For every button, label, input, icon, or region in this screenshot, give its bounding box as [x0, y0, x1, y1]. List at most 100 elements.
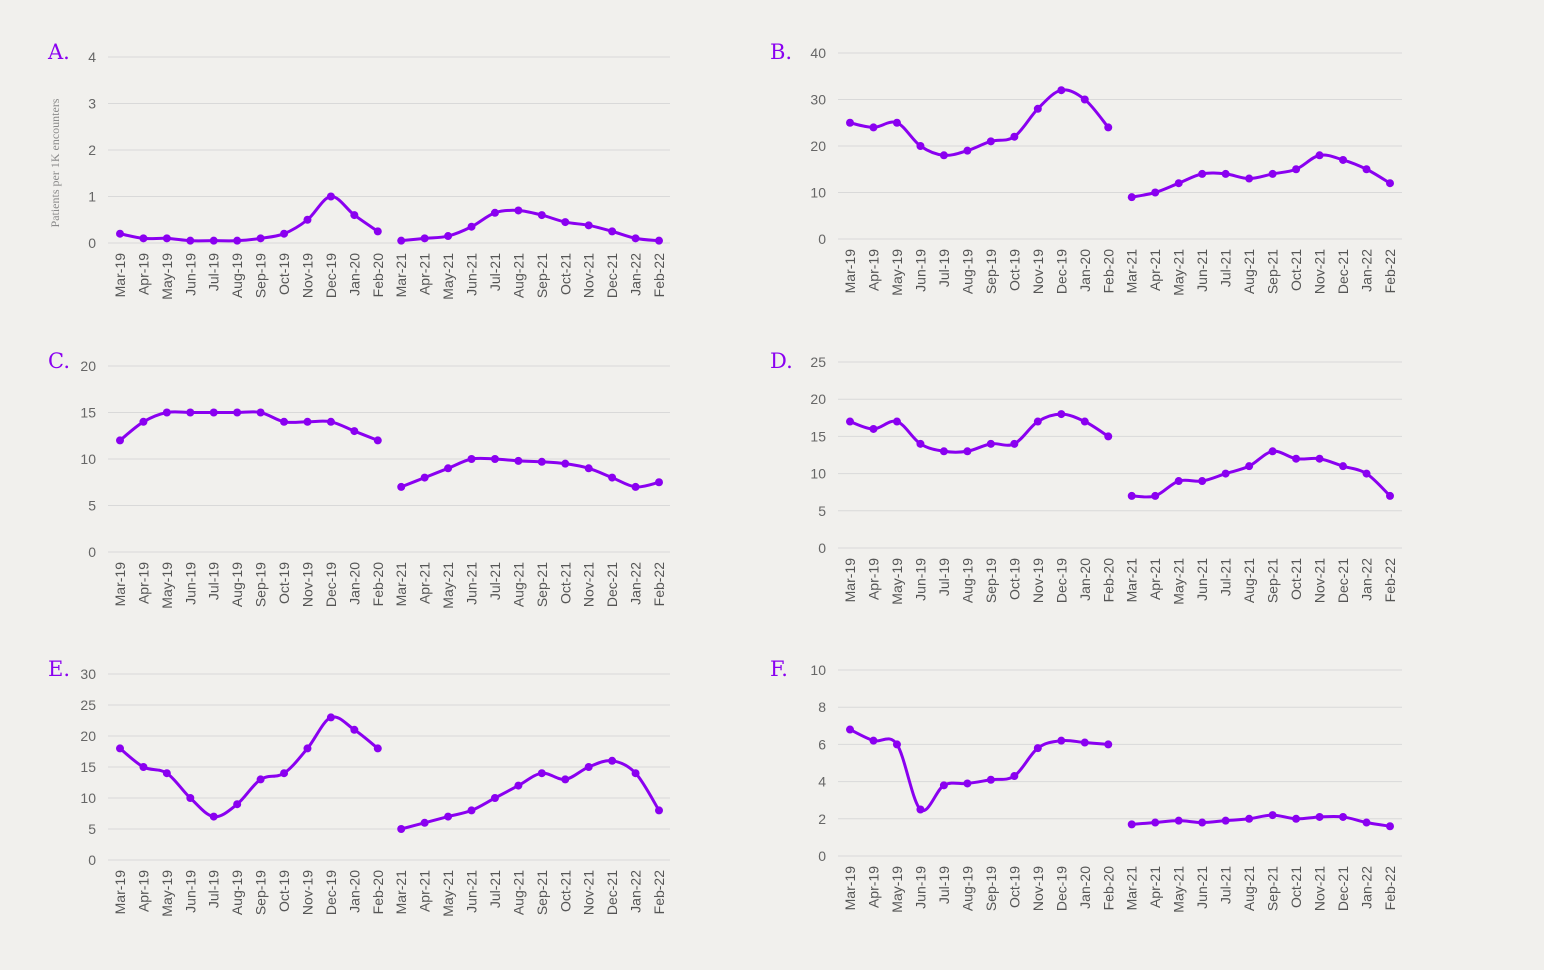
data-point — [1080, 738, 1089, 747]
series-line — [848, 412, 1110, 454]
x-tick-label: Oct-21 — [557, 870, 573, 912]
x-tick-label: Oct-19 — [1006, 866, 1022, 908]
x-tick-label: Jun-19 — [182, 870, 198, 913]
data-point — [1010, 439, 1019, 448]
x-tick-label: Aug-19 — [229, 870, 245, 915]
data-point — [631, 482, 640, 491]
y-tick-label: 0 — [88, 235, 96, 251]
data-point — [846, 725, 854, 734]
chart-panel-3: 0 5 10 15 20 Mar-19 Apr-19 May-19 Jun-19 Jul-19 Au… — [48, 349, 670, 609]
x-tick-label: Sep-21 — [534, 870, 550, 915]
x-tick-label: Apr-19 — [135, 870, 151, 912]
data-point — [892, 118, 901, 127]
chart-panel-4: 0 5 10 15 20 25 Mar-19 Apr-19 May-19 Jun-19 Jul-19… — [770, 349, 1402, 605]
x-tick-label: Aug-19 — [229, 253, 245, 298]
data-point — [1198, 818, 1207, 827]
y-tick-label: 2 — [818, 811, 826, 827]
x-tick-label: Apr-21 — [1147, 866, 1163, 908]
x-tick-label: Jul-21 — [1218, 558, 1234, 596]
data-point — [1010, 132, 1019, 141]
x-tick-label: Mar-19 — [112, 870, 128, 915]
x-tick-label: Jun-19 — [912, 866, 928, 909]
y-tick-label: 1 — [88, 189, 96, 205]
data-point — [490, 208, 499, 217]
data-point — [1292, 814, 1301, 823]
x-tick-label: Aug-19 — [959, 866, 975, 911]
data-point — [420, 818, 429, 827]
data-point — [537, 211, 546, 220]
data-point — [869, 123, 878, 132]
data-point — [963, 146, 972, 155]
data-point — [916, 142, 925, 150]
data-point — [939, 447, 948, 456]
y-tick-label: 20 — [80, 358, 96, 374]
data-point — [467, 222, 476, 231]
data-point — [162, 769, 171, 778]
x-tick-label: May-21 — [1171, 866, 1187, 913]
series-line — [1130, 813, 1392, 828]
data-point — [1245, 462, 1254, 471]
data-point — [1362, 818, 1371, 827]
x-tick-label: Jan-20 — [1077, 558, 1093, 601]
x-tick-label: Jul-21 — [487, 562, 503, 600]
x-tick-label: Sep-19 — [253, 562, 269, 607]
y-tick-label: 20 — [80, 728, 96, 744]
data-point — [373, 227, 382, 236]
data-point — [350, 427, 359, 436]
data-point — [1174, 816, 1183, 825]
x-tick-label: Sep-21 — [534, 562, 550, 607]
x-tick-label: Apr-21 — [417, 253, 433, 295]
x-tick-label: Jan-20 — [1077, 866, 1093, 909]
x-tick-label: Apr-19 — [865, 558, 881, 600]
x-tick-label: Jul-21 — [1218, 249, 1234, 287]
data-point — [1104, 740, 1113, 749]
data-point — [869, 736, 878, 745]
data-point — [916, 439, 925, 448]
data-point — [655, 806, 663, 815]
data-point — [1057, 86, 1066, 95]
x-tick-label: May-19 — [159, 562, 175, 609]
x-tick-label: Jan-22 — [1359, 558, 1375, 601]
y-tick-label: 4 — [818, 774, 826, 790]
data-point — [963, 779, 972, 788]
data-point — [1268, 447, 1277, 456]
x-tick-label: Apr-21 — [1147, 249, 1163, 291]
data-point — [326, 192, 335, 201]
data-point — [303, 417, 312, 426]
x-tick-label: Feb-20 — [1100, 558, 1116, 603]
data-point — [186, 236, 195, 245]
data-point — [303, 744, 312, 753]
x-tick-label: May-19 — [159, 870, 175, 917]
data-point — [256, 775, 265, 784]
data-point — [1080, 417, 1089, 426]
y-tick-label: 10 — [810, 662, 826, 678]
data-point — [1386, 179, 1394, 188]
data-point — [1151, 188, 1160, 197]
x-tick-label: Oct-19 — [276, 253, 292, 295]
data-point — [986, 439, 995, 448]
series-line — [848, 728, 1110, 813]
series-line — [1130, 153, 1392, 199]
x-tick-label: Nov-21 — [1312, 249, 1328, 294]
data-point — [939, 781, 948, 790]
x-tick-label: Mar-19 — [112, 562, 128, 607]
data-point — [584, 221, 593, 230]
data-point — [1127, 491, 1136, 500]
x-tick-label: May-19 — [889, 558, 905, 605]
data-point — [467, 806, 476, 815]
data-point — [256, 408, 265, 417]
data-point — [303, 215, 312, 224]
x-tick-label: Oct-21 — [1288, 558, 1304, 600]
data-point — [1386, 491, 1394, 500]
data-point — [420, 473, 429, 482]
data-point — [1315, 812, 1324, 821]
x-tick-label: Feb-20 — [1100, 249, 1116, 294]
y-tick-label: 2 — [88, 142, 96, 158]
x-tick-label: Jul-21 — [1218, 866, 1234, 904]
panel-letter: C. — [48, 349, 70, 373]
data-point — [846, 118, 854, 127]
y-tick-label: 5 — [818, 503, 826, 519]
x-tick-label: Apr-19 — [865, 866, 881, 908]
data-point — [256, 234, 265, 243]
